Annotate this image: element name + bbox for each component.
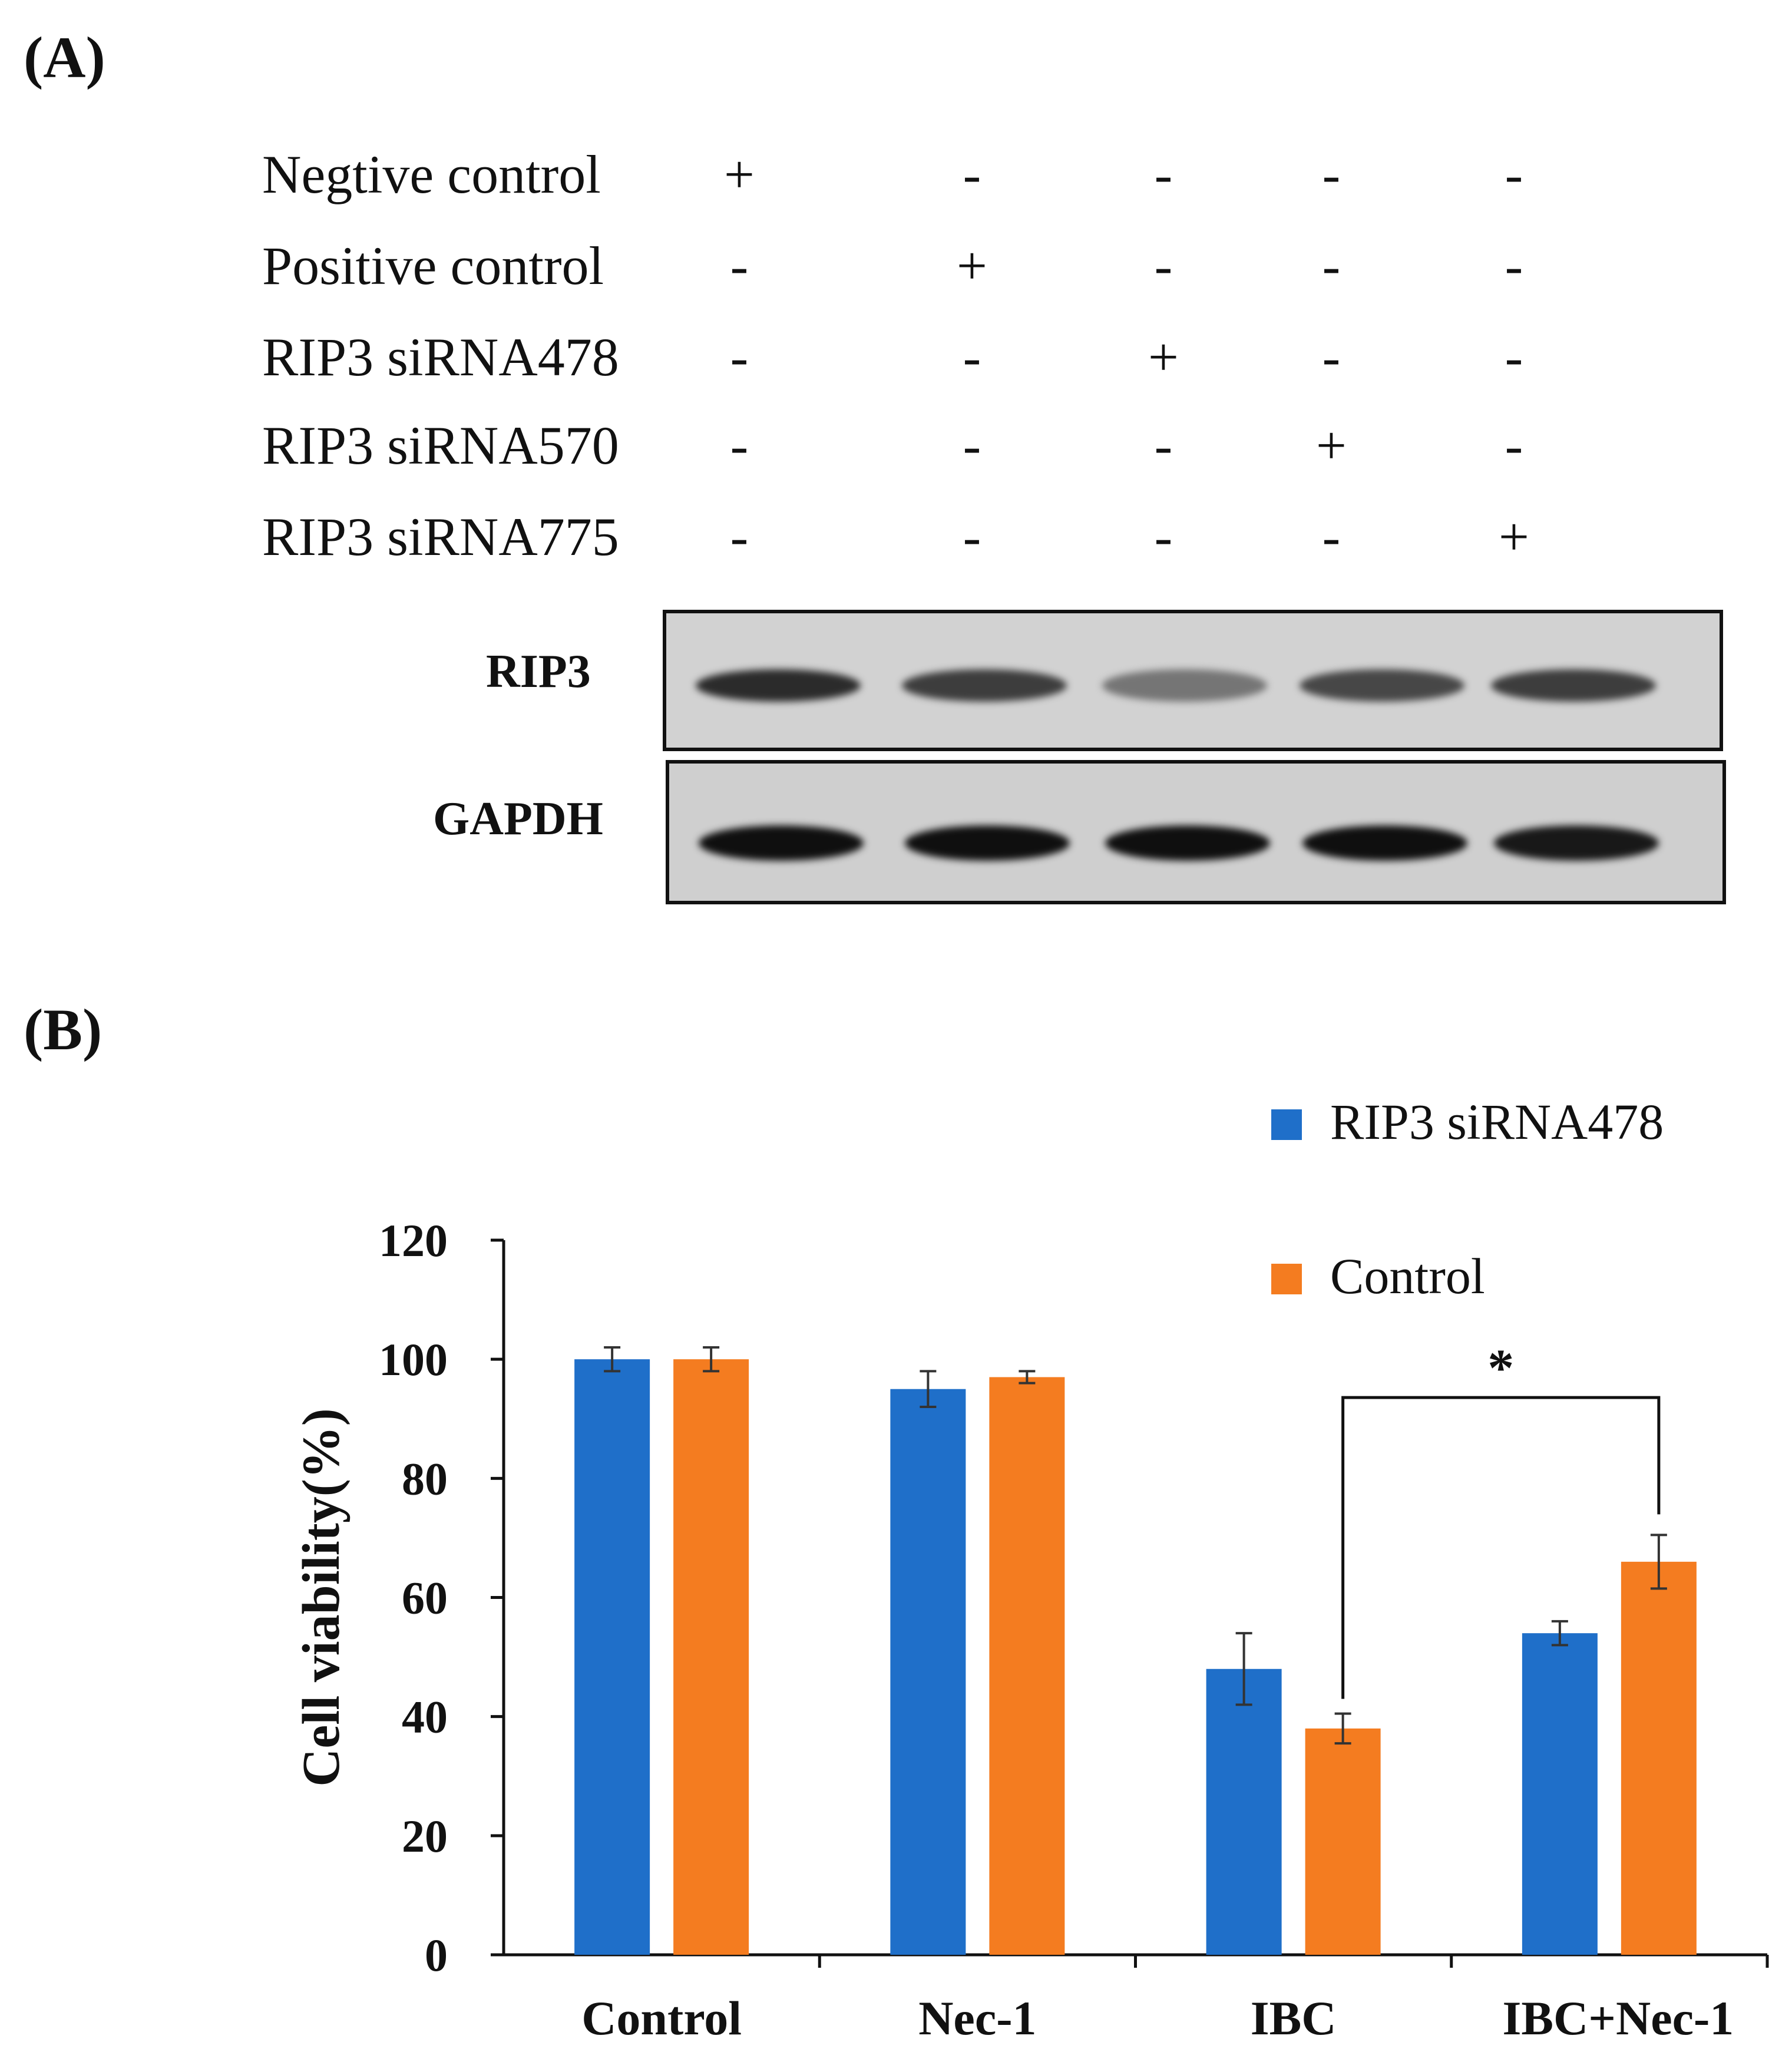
minus-sign: - (730, 236, 749, 296)
minus-sign: - (730, 327, 749, 387)
bar (989, 1377, 1065, 1955)
legend-swatch (1271, 1109, 1302, 1140)
legend-swatch (1271, 1264, 1302, 1294)
minus-sign: - (730, 415, 749, 475)
blot-strip-rip3 (663, 610, 1723, 751)
y-tick-label: 80 (402, 1453, 448, 1504)
y-tick-label: 100 (379, 1334, 448, 1385)
minus-sign: - (1154, 415, 1173, 475)
legend-label: RIP3 siRNA478 (1330, 1093, 1664, 1150)
x-tick-label: Nec-1 (918, 1991, 1036, 2045)
plus-sign: + (1148, 327, 1179, 387)
minus-sign: - (1322, 144, 1341, 204)
x-tick-label: IBC (1251, 1991, 1337, 2045)
condition-label: RIP3 siRNA775 (262, 507, 619, 567)
bar (673, 1359, 749, 1955)
minus-sign: - (1154, 507, 1173, 567)
y-tick-label: 60 (402, 1572, 448, 1624)
minus-sign: - (1322, 327, 1341, 387)
legend-label: Control (1330, 1248, 1485, 1304)
x-tick-label: Control (581, 1991, 742, 2045)
minus-sign: - (1505, 144, 1523, 204)
blot-band (1491, 669, 1656, 702)
y-tick-label: 120 (379, 1215, 448, 1266)
minus-sign: - (1154, 144, 1173, 204)
blot-label-gapdh: GAPDH (433, 793, 603, 845)
blot-band (1300, 669, 1464, 702)
minus-sign: - (1505, 236, 1523, 296)
minus-sign: - (1154, 236, 1173, 296)
bar (574, 1359, 650, 1955)
blot-band (699, 825, 864, 861)
minus-sign: - (963, 327, 981, 387)
blot-band (1102, 669, 1267, 702)
condition-label: RIP3 siRNA478 (262, 327, 619, 387)
plus-sign: + (724, 144, 755, 204)
blot-band (1105, 825, 1270, 861)
bar (1621, 1561, 1697, 1955)
panel-a-label: (A) (24, 25, 105, 90)
condition-label: Negtive control (262, 144, 601, 204)
plus-sign: + (1316, 415, 1347, 475)
bar (890, 1389, 966, 1955)
minus-sign: - (1322, 507, 1341, 567)
blot-band (902, 669, 1067, 702)
blot-band (1494, 825, 1659, 861)
condition-label: Positive control (262, 236, 604, 296)
condition-label: RIP3 siRNA570 (262, 415, 619, 475)
y-axis-label: Cell viability(%) (292, 1408, 351, 1786)
minus-sign: - (963, 415, 981, 475)
blot-label-rip3: RIP3 (486, 646, 591, 698)
minus-sign: - (963, 144, 981, 204)
significance-bracket (1341, 1396, 1661, 1699)
minus-sign: - (730, 507, 749, 567)
blot-band (1302, 825, 1467, 861)
plus-sign: + (1499, 507, 1529, 567)
y-tick-label: 0 (425, 1929, 448, 1981)
x-tick-label: IBC+Nec-1 (1502, 1991, 1734, 2045)
minus-sign: - (1322, 236, 1341, 296)
panel-b-label: (B) (24, 997, 103, 1062)
blot-band (905, 825, 1070, 861)
y-tick-label: 20 (402, 1810, 448, 1862)
bar-chart: 0 20 40 60 80 100 120 Cell viability(%) Control N… (292, 1093, 1769, 2045)
minus-sign: - (963, 507, 981, 567)
blot-strip-gapdh (666, 760, 1726, 904)
bar (1522, 1633, 1598, 1955)
minus-sign: - (1505, 327, 1523, 387)
blot-band (696, 669, 861, 702)
y-tick-label: 40 (402, 1691, 448, 1743)
bar (1305, 1728, 1381, 1955)
bar (1206, 1668, 1282, 1955)
plus-sign: + (957, 236, 987, 296)
significance-marker: * (1487, 1339, 1514, 1397)
minus-sign: - (1505, 415, 1523, 475)
